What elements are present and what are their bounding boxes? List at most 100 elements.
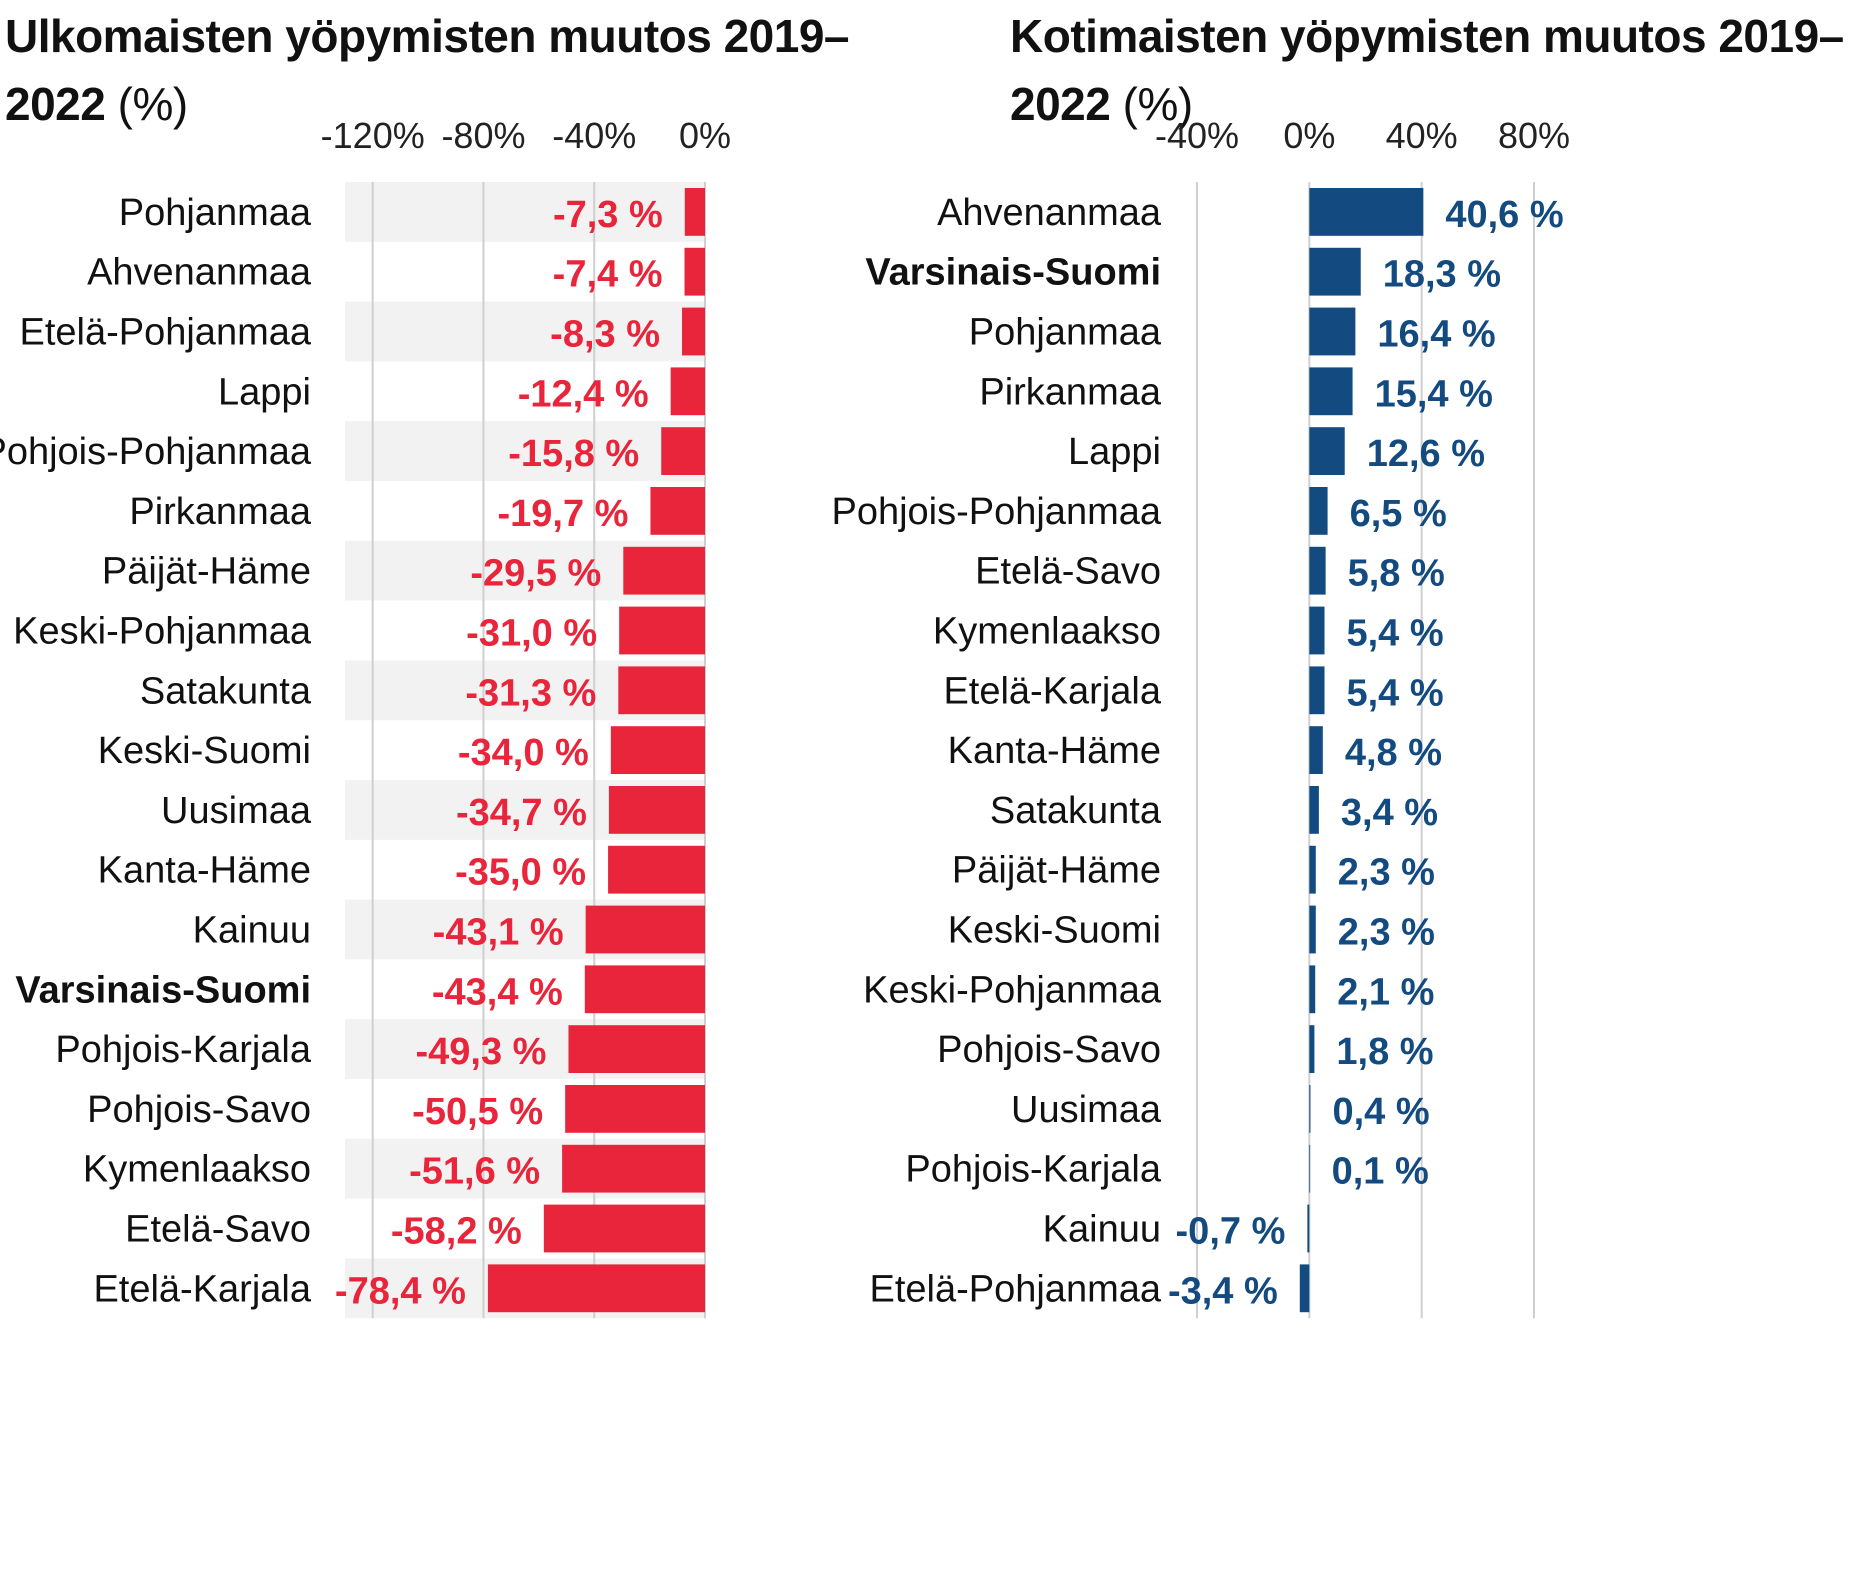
domestic-x-tick-label: 0% bbox=[1283, 115, 1335, 156]
domestic-category-label: Kainuu bbox=[1043, 1209, 1161, 1251]
foreign-bar bbox=[682, 307, 705, 356]
domestic-value-label: 16,4 % bbox=[1377, 314, 1495, 356]
domestic-category-label: Keski-Pohjanmaa bbox=[863, 969, 1162, 1011]
foreign-value-label: -43,4 % bbox=[432, 971, 563, 1013]
domestic-category-label: Lappi bbox=[1068, 431, 1161, 473]
foreign-x-tick-label: -120% bbox=[321, 115, 425, 156]
foreign-value-label: -19,7 % bbox=[497, 493, 628, 535]
foreign-bar bbox=[562, 1144, 705, 1193]
foreign-x-tick-label: -40% bbox=[552, 115, 636, 156]
foreign-row-band bbox=[345, 301, 705, 362]
domestic-category-label: Satakunta bbox=[990, 790, 1162, 832]
foreign-value-label: -31,3 % bbox=[465, 672, 596, 714]
foreign-value-label: -7,4 % bbox=[553, 254, 663, 296]
foreign-category-label: Kymenlaakso bbox=[83, 1149, 311, 1191]
domestic-value-label: 18,3 % bbox=[1383, 254, 1501, 296]
foreign-value-label: -50,5 % bbox=[412, 1091, 543, 1133]
domestic-value-label: 1,8 % bbox=[1336, 1031, 1433, 1073]
foreign-category-label: Kanta-Häme bbox=[98, 850, 311, 892]
domestic-bar bbox=[1307, 1204, 1310, 1253]
foreign-chart-panel: Ulkomaisten yöpymisten muutos 2019–2022 … bbox=[0, 0, 900, 1570]
foreign-value-label: -34,7 % bbox=[456, 792, 587, 834]
foreign-value-label: -29,5 % bbox=[470, 553, 601, 595]
foreign-row-band bbox=[345, 182, 705, 242]
domestic-value-label: 5,4 % bbox=[1346, 613, 1443, 655]
domestic-value-label: 2,3 % bbox=[1338, 912, 1435, 954]
domestic-bar bbox=[1309, 427, 1345, 475]
foreign-bar-chart: -120% -80% -40% 0% Pohjanmaa -7,3 % Ahvenanmaa… bbox=[0, 115, 731, 1319]
domestic-value-label: -0,7 % bbox=[1176, 1211, 1286, 1253]
foreign-category-label: Etelä-Karjala bbox=[93, 1268, 311, 1310]
foreign-category-label: Kainuu bbox=[193, 910, 311, 952]
foreign-chart-title: Ulkomaisten yöpymisten muutos 2019–2022 … bbox=[5, 2, 900, 138]
foreign-category-label: Etelä-Pohjanmaa bbox=[19, 312, 311, 354]
domestic-bar bbox=[1309, 1025, 1315, 1073]
domestic-value-label: 5,4 % bbox=[1346, 672, 1443, 714]
domestic-category-label: Etelä-Karjala bbox=[943, 670, 1161, 712]
domestic-bar bbox=[1309, 307, 1356, 356]
domestic-bar bbox=[1309, 726, 1323, 774]
domestic-category-label: Pohjois-Karjala bbox=[905, 1149, 1161, 1191]
domestic-value-label: 15,4 % bbox=[1375, 373, 1493, 415]
foreign-category-label: Pohjois-Pohjanmaa bbox=[0, 431, 312, 473]
domestic-value-label: -3,4 % bbox=[1168, 1270, 1278, 1312]
domestic-bar bbox=[1309, 606, 1325, 655]
foreign-bar bbox=[650, 487, 705, 535]
foreign-value-label: -12,4 % bbox=[518, 373, 649, 415]
domestic-bar bbox=[1309, 965, 1316, 1014]
foreign-value-label: -35,0 % bbox=[455, 852, 586, 894]
domestic-bar bbox=[1299, 1264, 1310, 1313]
foreign-bar bbox=[568, 1025, 705, 1073]
domestic-value-label: 0,1 % bbox=[1332, 1151, 1429, 1193]
foreign-chart-title-text: Ulkomaisten yöpymisten muutos 2019–2022 bbox=[5, 10, 850, 130]
foreign-bar bbox=[623, 546, 705, 595]
foreign-category-label: Pohjois-Savo bbox=[87, 1089, 311, 1131]
domestic-x-tick-label: 80% bbox=[1498, 115, 1570, 156]
foreign-x-tick-label: 0% bbox=[679, 115, 731, 156]
domestic-value-label: 2,1 % bbox=[1337, 971, 1434, 1013]
foreign-bar bbox=[543, 1204, 705, 1253]
foreign-category-label: Keski-Pohjanmaa bbox=[13, 611, 312, 653]
foreign-value-label: -43,1 % bbox=[433, 912, 564, 954]
foreign-category-label: Pohjanmaa bbox=[119, 192, 312, 234]
domestic-value-label: 2,3 % bbox=[1338, 852, 1435, 894]
foreign-bar bbox=[565, 1085, 705, 1133]
foreign-bar bbox=[584, 965, 705, 1014]
foreign-category-label: Varsinais-Suomi bbox=[15, 969, 311, 1011]
domestic-bar bbox=[1309, 666, 1325, 715]
domestic-category-label: Keski-Suomi bbox=[948, 910, 1161, 952]
domestic-bar bbox=[1309, 487, 1328, 535]
foreign-value-label: -49,3 % bbox=[416, 1031, 547, 1073]
domestic-chart-title-unit: (%) bbox=[1122, 78, 1194, 130]
domestic-bar bbox=[1309, 1144, 1311, 1193]
domestic-value-label: 12,6 % bbox=[1367, 433, 1485, 475]
foreign-chart-title-unit: (%) bbox=[117, 78, 189, 130]
domestic-category-label: Varsinais-Suomi bbox=[865, 252, 1161, 294]
domestic-category-label: Ahvenanmaa bbox=[937, 192, 1162, 234]
foreign-bar bbox=[684, 188, 705, 236]
domestic-category-label: Pohjois-Pohjanmaa bbox=[831, 491, 1161, 533]
foreign-category-label: Päijät-Häme bbox=[102, 551, 311, 593]
domestic-bar bbox=[1309, 247, 1361, 296]
domestic-category-label: Kymenlaakso bbox=[933, 611, 1161, 653]
domestic-x-tick-label: 40% bbox=[1386, 115, 1458, 156]
foreign-bar bbox=[608, 845, 705, 894]
domestic-category-label: Uusimaa bbox=[1011, 1089, 1162, 1131]
foreign-bar bbox=[684, 247, 705, 296]
foreign-value-label: -8,3 % bbox=[550, 314, 660, 356]
domestic-category-label: Etelä-Pohjanmaa bbox=[869, 1268, 1161, 1310]
domestic-category-label: Kanta-Häme bbox=[948, 730, 1161, 772]
domestic-bar bbox=[1309, 367, 1353, 416]
foreign-bar bbox=[619, 606, 705, 655]
foreign-bar bbox=[487, 1264, 705, 1313]
domestic-bar bbox=[1309, 188, 1424, 236]
domestic-bar bbox=[1309, 905, 1316, 954]
foreign-category-label: Pohjois-Karjala bbox=[55, 1029, 311, 1071]
domestic-x-tick-label: -40% bbox=[1155, 115, 1239, 156]
domestic-value-label: 40,6 % bbox=[1445, 194, 1563, 236]
foreign-category-label: Pirkanmaa bbox=[129, 491, 311, 533]
foreign-value-label: -58,2 % bbox=[391, 1211, 522, 1253]
foreign-x-tick-label: -80% bbox=[441, 115, 525, 156]
domestic-chart-panel: Kotimaisten yöpymisten muutos 2019–2022 … bbox=[831, 0, 1852, 1570]
foreign-bar bbox=[585, 905, 705, 954]
